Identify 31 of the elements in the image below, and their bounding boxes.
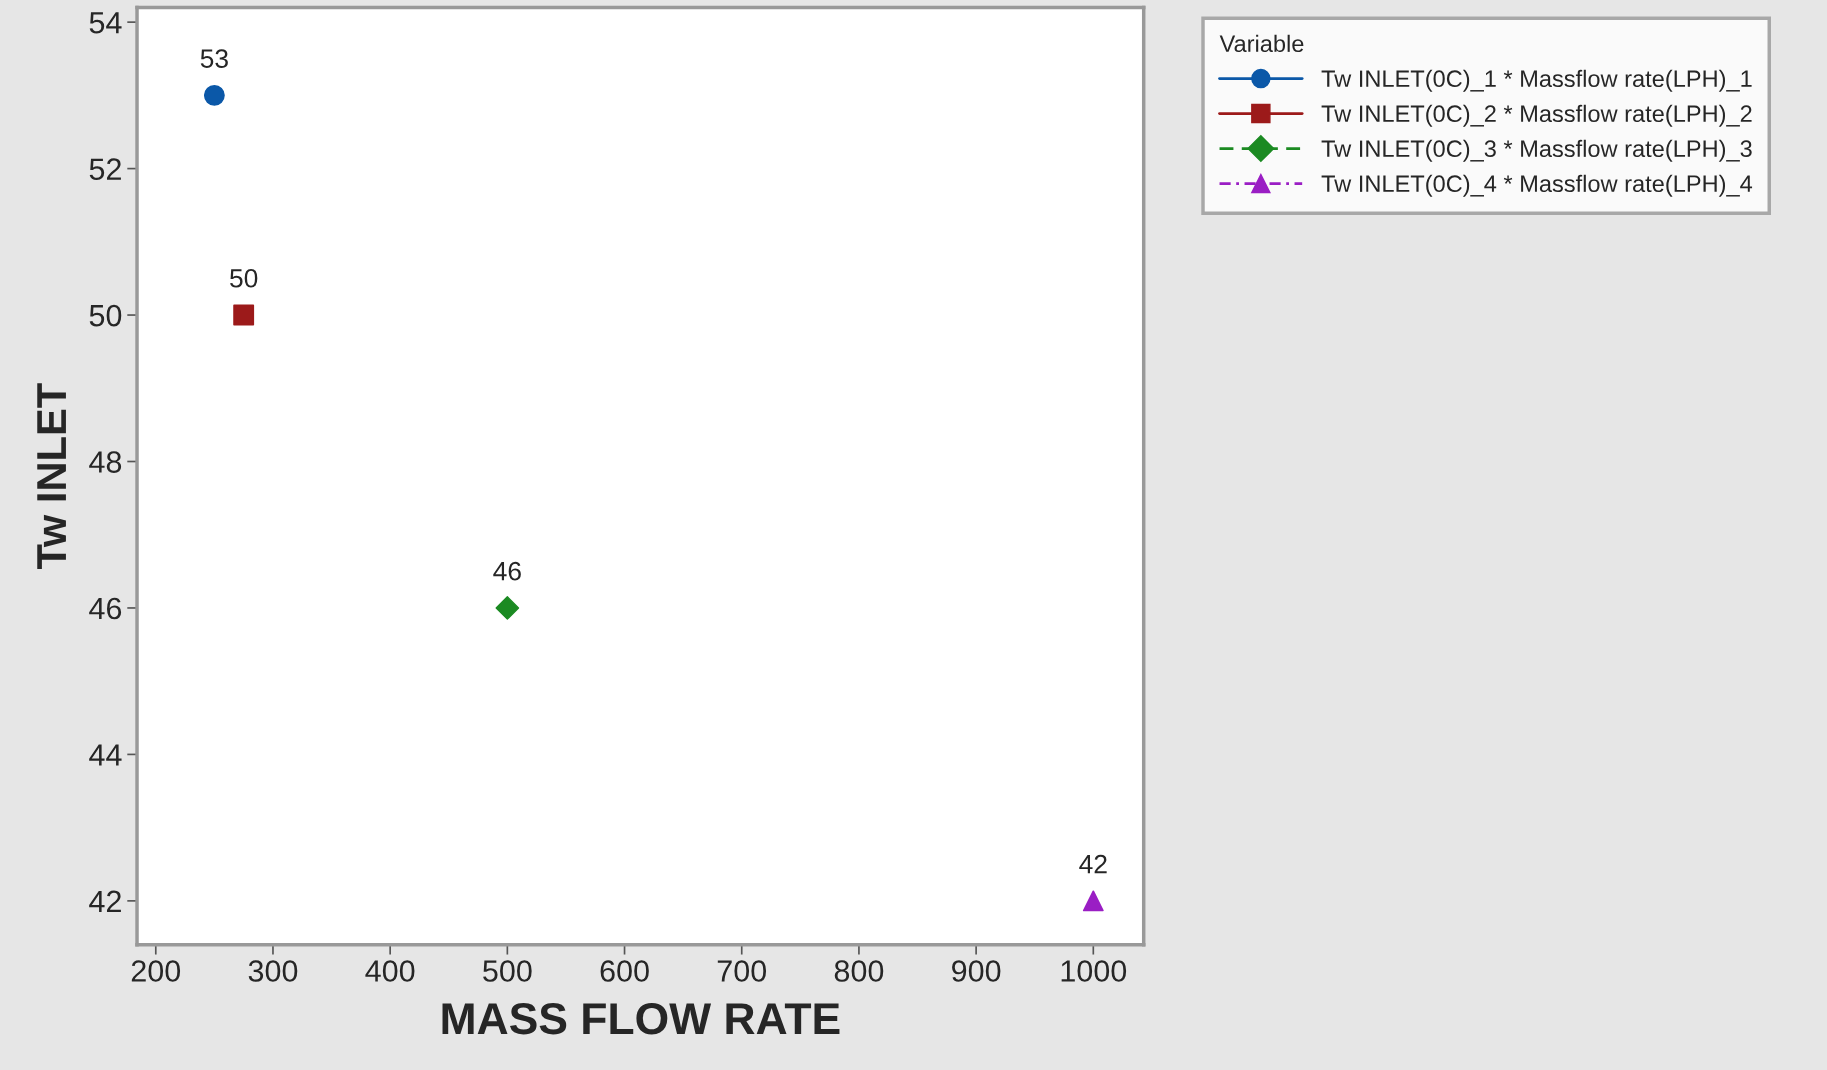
x-tick-label: 900 xyxy=(952,960,1001,982)
data-label: 46 xyxy=(493,561,521,581)
y-tick-label: 50 xyxy=(89,304,122,327)
x-tick-label: 1000 xyxy=(1061,960,1127,982)
x-tick-label: 700 xyxy=(717,960,767,982)
point xyxy=(203,84,225,106)
point xyxy=(495,596,520,620)
x-tick-label: 200 xyxy=(131,960,181,982)
legend-label: Tw INLET(0C)_3 * Massflow rate(LPH)_3 xyxy=(1321,139,1752,162)
legend-label: Tw INLET(0C)_2 * Massflow rate(LPH)_2 xyxy=(1321,104,1752,127)
y-tick-label: 44 xyxy=(89,744,122,766)
y-tick-label: 52 xyxy=(89,158,121,180)
x-tick-label: 600 xyxy=(600,960,649,982)
x-tick-label: 500 xyxy=(483,960,532,982)
legend-title: Variable xyxy=(1219,34,1304,53)
data-label: 53 xyxy=(200,49,228,68)
point xyxy=(233,304,255,326)
legend-label: Tw INLET(0C)_4 * Massflow rate(LPH)_4 xyxy=(1321,174,1753,197)
y-tick-label: 54 xyxy=(89,12,122,34)
point xyxy=(1082,890,1104,912)
x-tick-label: 400 xyxy=(365,960,415,982)
data-label: 42 xyxy=(1079,854,1107,874)
y-tick-label: 46 xyxy=(89,597,122,620)
x-tick-label: 300 xyxy=(248,960,298,982)
data-label: 50 xyxy=(230,268,258,288)
y-tick-label: 48 xyxy=(89,451,122,473)
x-axis-title: MASS FLOW RATE xyxy=(442,1002,840,1035)
y-axis-title: Tw INLET xyxy=(37,383,66,570)
legend-label: Tw INLET(0C)_1 * Massflow rate(LPH)_1 xyxy=(1321,69,1752,92)
x-tick-label: 800 xyxy=(834,960,884,982)
y-tick-label: 42 xyxy=(89,890,121,912)
